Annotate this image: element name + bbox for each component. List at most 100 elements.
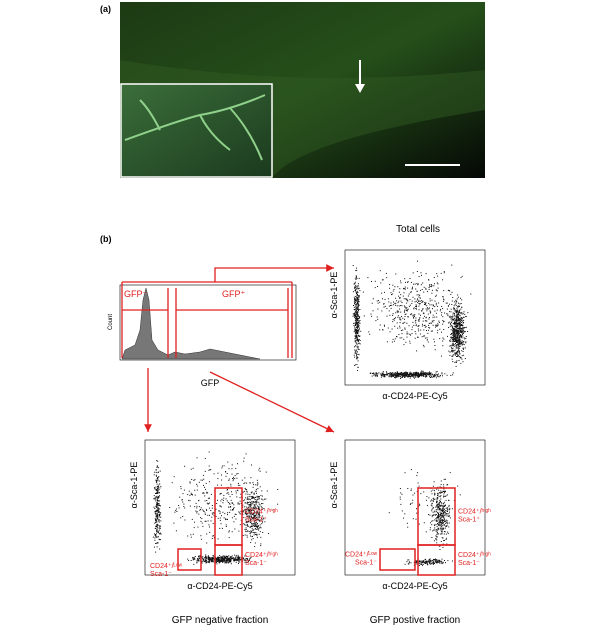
event — [415, 374, 416, 375]
event — [381, 293, 382, 294]
event — [377, 319, 378, 320]
event — [453, 337, 454, 338]
event — [400, 378, 401, 379]
axis-label: α-Sca-1-PE — [329, 272, 339, 319]
event — [443, 495, 444, 496]
event — [358, 354, 359, 355]
event — [436, 303, 437, 304]
event — [426, 317, 427, 318]
event — [155, 519, 156, 520]
event — [448, 327, 449, 328]
event — [442, 341, 443, 342]
event — [436, 313, 437, 314]
event — [357, 346, 358, 347]
event — [395, 305, 396, 306]
event — [156, 531, 157, 532]
event — [206, 556, 207, 557]
event — [254, 504, 255, 505]
event — [465, 358, 466, 359]
event — [412, 315, 413, 316]
event — [440, 486, 441, 487]
event — [400, 327, 401, 328]
event — [451, 322, 452, 323]
event — [455, 323, 456, 324]
event — [455, 327, 456, 328]
event — [409, 373, 410, 374]
event — [454, 326, 455, 327]
event — [439, 338, 440, 339]
event — [240, 513, 241, 514]
event — [402, 330, 403, 331]
event — [456, 305, 457, 306]
event — [355, 340, 356, 341]
event — [457, 325, 458, 326]
event — [356, 337, 357, 338]
event — [213, 523, 214, 524]
event — [415, 301, 416, 302]
event — [355, 320, 356, 321]
event — [437, 282, 438, 283]
event — [198, 500, 199, 501]
event — [354, 300, 355, 301]
event — [437, 523, 438, 524]
event — [236, 562, 237, 563]
event — [246, 491, 247, 492]
event — [229, 503, 230, 504]
event — [202, 480, 203, 481]
event — [458, 319, 459, 320]
event — [461, 336, 462, 337]
event — [447, 513, 448, 514]
event — [257, 524, 258, 525]
event — [448, 351, 449, 352]
event — [236, 555, 237, 556]
event — [420, 334, 421, 335]
event — [377, 286, 378, 287]
event — [382, 373, 383, 374]
event — [432, 331, 433, 332]
event — [417, 294, 418, 295]
event — [357, 344, 358, 345]
event — [441, 525, 442, 526]
event — [441, 561, 442, 562]
event — [397, 305, 398, 306]
event — [190, 506, 191, 507]
event — [436, 517, 437, 518]
event — [434, 317, 435, 318]
event — [433, 560, 434, 561]
event — [154, 533, 155, 534]
event — [410, 299, 411, 300]
event — [254, 502, 255, 503]
event — [419, 301, 420, 302]
event — [405, 329, 406, 330]
event — [232, 464, 233, 465]
event — [417, 261, 418, 262]
event — [201, 539, 202, 540]
event — [213, 557, 214, 558]
event — [437, 323, 438, 324]
event — [434, 341, 435, 342]
event — [440, 520, 441, 521]
event — [253, 530, 254, 531]
event — [428, 330, 429, 331]
event — [448, 305, 449, 306]
event — [444, 515, 445, 516]
event — [153, 498, 154, 499]
event — [387, 316, 388, 317]
event — [467, 331, 468, 332]
event — [418, 294, 419, 295]
event — [277, 489, 278, 490]
event — [246, 527, 247, 528]
event — [391, 303, 392, 304]
event — [408, 376, 409, 377]
event — [251, 492, 252, 493]
event — [240, 494, 241, 495]
event — [243, 492, 244, 493]
event — [442, 492, 443, 493]
event — [174, 476, 175, 477]
event — [458, 312, 459, 313]
event — [459, 351, 460, 352]
event — [157, 491, 158, 492]
event — [435, 296, 436, 297]
event — [155, 528, 156, 529]
event — [390, 372, 391, 373]
